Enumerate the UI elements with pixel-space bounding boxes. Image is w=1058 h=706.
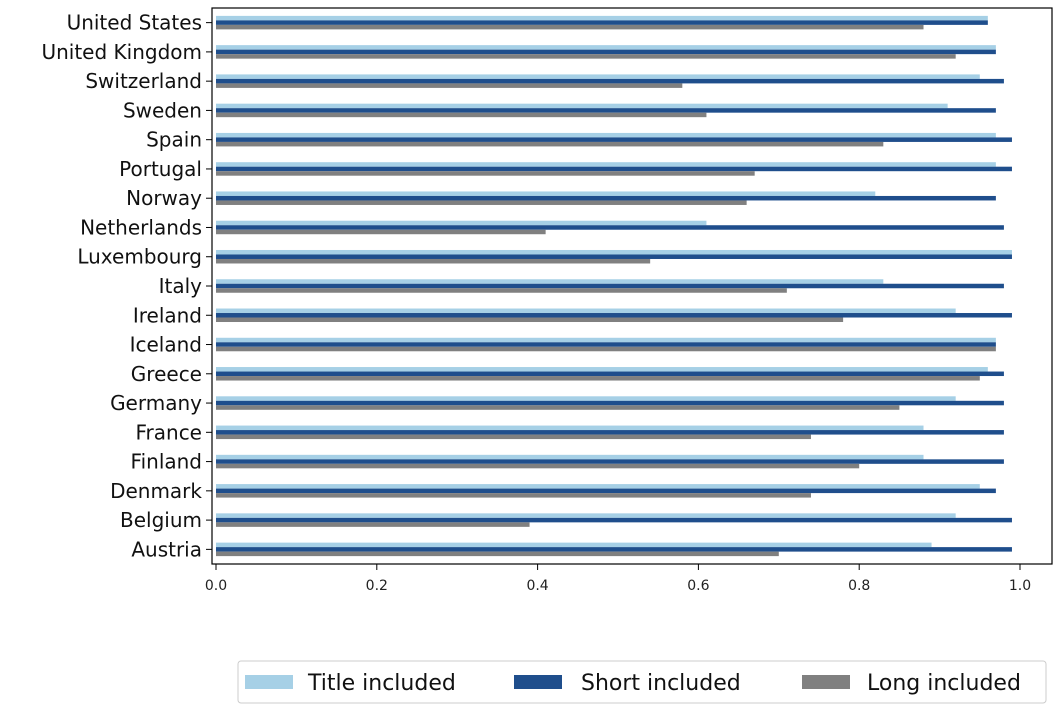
bar-title-included	[216, 367, 988, 372]
bar-title-included	[216, 454, 924, 460]
bar-short-included	[216, 313, 1012, 318]
bar-title-included	[216, 513, 956, 518]
bar-short-included	[216, 342, 996, 347]
category-label: United Kingdom	[41, 40, 202, 64]
bar-title-included	[216, 484, 980, 489]
bar-long-included	[216, 141, 884, 147]
bar-short-included	[216, 400, 1004, 406]
category-label: Belgium	[120, 508, 202, 532]
category-label: Iceland	[130, 333, 202, 357]
bar-title-included	[216, 542, 932, 548]
bar-long-included	[216, 200, 747, 205]
bar-short-included	[216, 517, 1012, 523]
plot-frame	[211, 7, 1053, 565]
bar-title-included	[216, 396, 956, 401]
bar-short-included	[216, 166, 1012, 172]
legend: Title included Short included Long include…	[237, 660, 1047, 704]
bar-long-included	[216, 24, 924, 30]
bar-long-included	[216, 376, 980, 381]
bar-long-included	[216, 288, 787, 293]
bar-title-included	[216, 425, 924, 431]
legend-box	[237, 660, 1047, 704]
category-label: Spain	[146, 128, 202, 152]
legend-swatch	[245, 675, 293, 689]
category-label: Sweden	[123, 98, 202, 122]
bar-title-included	[216, 279, 884, 284]
x-tick-label: 0.4	[526, 578, 548, 594]
bar-title-included	[216, 337, 996, 343]
category-label: Denmark	[110, 479, 202, 503]
x-tick-label: 0.6	[687, 578, 709, 594]
category-label: Greece	[131, 362, 202, 386]
category-label: Italy	[159, 274, 203, 298]
bar-title-included	[216, 191, 876, 196]
bar-long-included	[216, 522, 530, 527]
y-axis-labels: United States United Kingdom Switzerland Sw…	[41, 11, 212, 561]
category-label: Netherlands	[80, 215, 202, 239]
bar-long-included	[216, 346, 996, 352]
x-tick-label: 0.8	[848, 578, 870, 594]
bar-long-included	[216, 112, 707, 118]
category-label: Germany	[110, 391, 202, 415]
bar-short-included	[216, 488, 996, 494]
bar-short-included	[216, 108, 996, 113]
x-axis: 0.0 0.2 0.4 0.6 0.8 1.0	[205, 564, 1031, 594]
category-label: Norway	[126, 186, 202, 210]
bar-long-included	[216, 434, 811, 440]
bar-short-included	[216, 254, 1012, 259]
bar-long-included	[216, 463, 860, 469]
bar-title-included	[216, 15, 988, 21]
bar-title-included	[216, 249, 1012, 255]
bar-short-included	[216, 371, 1004, 377]
bar-long-included	[216, 551, 779, 557]
bar-short-included	[216, 430, 1004, 435]
bar-long-included	[216, 171, 755, 176]
bar-title-included	[216, 132, 996, 138]
bar-short-included	[216, 49, 996, 55]
bar-long-included	[216, 83, 683, 88]
bar-short-included	[216, 137, 1012, 142]
bar-title-included	[216, 45, 996, 50]
category-label: France	[135, 420, 202, 444]
bar-title-included	[216, 162, 996, 167]
category-label: Portugal	[119, 157, 202, 181]
category-label: United States	[67, 11, 202, 35]
bar-title-included	[216, 103, 948, 109]
legend-swatch	[514, 675, 562, 689]
x-tick-label: 0.2	[366, 578, 388, 594]
bar-short-included	[216, 225, 1004, 230]
category-label: Austria	[131, 537, 202, 561]
legend-label: Title included	[307, 671, 456, 696]
bar-short-included	[216, 78, 1004, 84]
bar-title-included	[216, 308, 956, 314]
bar-short-included	[216, 283, 1004, 289]
bar-title-included	[216, 74, 980, 79]
bar-short-included	[216, 195, 996, 201]
legend-label: Short included	[581, 671, 741, 696]
bar-short-included	[216, 459, 1004, 464]
x-tick-label: 1.0	[1009, 578, 1031, 594]
x-tick-label: 0.0	[205, 578, 227, 594]
legend-swatch	[802, 675, 850, 689]
category-label: Ireland	[133, 303, 202, 327]
bar-long-included	[216, 258, 651, 264]
category-label: Luxembourg	[77, 245, 202, 269]
bar-title-included	[216, 220, 707, 226]
bar-long-included	[216, 317, 844, 323]
bar-long-included	[216, 405, 900, 410]
category-label: Finland	[131, 450, 202, 474]
bar-long-included	[216, 493, 811, 498]
category-label: Switzerland	[85, 69, 202, 93]
legend-label: Long included	[867, 671, 1021, 696]
bars	[216, 15, 1012, 557]
bar-long-included	[216, 54, 956, 59]
bar-long-included	[216, 229, 546, 235]
bar-short-included	[216, 547, 1012, 552]
bar-short-included	[216, 20, 988, 25]
